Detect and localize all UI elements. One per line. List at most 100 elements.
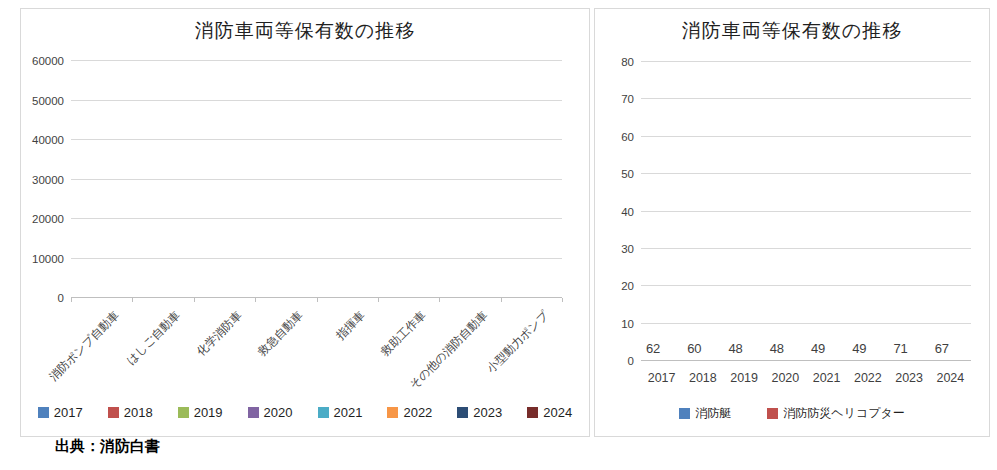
legend-item-2018: 2018 [108,405,153,420]
y-axis-label: 40000 [32,134,64,146]
legend-swatch [679,408,690,419]
legend-label: 2017 [54,405,83,420]
x-axis-label: 消防ポンプ自動車 [46,308,122,384]
value-label: 71 [893,341,907,356]
x-axis-label: 小型動力ポンプ [484,308,552,376]
y-axis-label: 0 [628,355,634,367]
source-note: 出典：消防白書 [55,437,160,456]
legend-item-消防防災ヘリコプター: 消防防災ヘリコプター [767,405,904,422]
legend-label: 2023 [473,405,502,420]
x-axis-label: 2017 [641,371,682,385]
legend-swatch [387,407,398,418]
x-axis-line [641,360,971,361]
boats-helicopters-bar-chart: 0102030405060708062201760201848201948202… [641,62,971,361]
y-axis-label: 40 [621,206,634,218]
y-axis-label: 50000 [32,95,64,107]
legend-item-2024: 2024 [527,405,572,420]
gridline [641,98,971,99]
x-axis-label: 2021 [806,371,847,385]
gridline [641,323,971,324]
legend-swatch [108,407,119,418]
x-axis-label: 2018 [682,371,723,385]
value-label: 67 [935,341,949,356]
x-axis-label: 救助工作車 [378,308,429,359]
x-axis-tick [439,298,440,302]
gridline [641,136,971,137]
gridline [641,173,971,174]
legend-item-消防艇: 消防艇 [679,405,731,422]
legend-swatch [248,407,259,418]
right-chart-panel: 消防車両等保有数の推移 0102030405060708062201760201… [594,8,990,437]
x-axis-label: 化学消防車 [194,308,245,359]
x-axis-label: 2019 [724,371,765,385]
y-axis-label: 60 [621,131,634,143]
y-axis-label: 0 [58,292,64,304]
legend-label: 2024 [543,405,572,420]
gridline [71,218,562,219]
legend-label: 消防防災ヘリコプター [783,405,904,422]
value-label: 62 [646,341,660,356]
legend-swatch [767,408,778,419]
legend-item-2023: 2023 [457,405,502,420]
x-axis-label: はしご自動車 [124,308,184,368]
right-chart-legend: 消防艇 消防防災ヘリコプター [595,405,989,422]
x-axis-label: 救急自動車 [255,308,306,359]
left-chart-legend: 2017 2018 2019 2020 2021 2022 2023 2024 [21,405,589,420]
legend-swatch [457,407,468,418]
gridline [71,258,562,259]
value-label: 48 [728,341,742,356]
x-axis-label: 2022 [847,371,888,385]
legend-item-2020: 2020 [248,405,293,420]
legend-item-2017: 2017 [38,405,83,420]
y-axis-label: 20000 [32,213,64,225]
fire-vehicles-grouped-bar-chart: 0100002000030000400005000060000消防ポンプ自動車は… [71,61,562,298]
legend-swatch [318,407,329,418]
legend-label: 2018 [124,405,153,420]
y-axis-label: 50 [621,168,634,180]
gridline [641,211,971,212]
value-label: 48 [770,341,784,356]
gridline [71,139,562,140]
gridline [641,285,971,286]
x-axis-label: 2020 [765,371,806,385]
gridline [641,61,971,62]
x-axis-tick [378,298,379,302]
y-axis-label: 60000 [32,55,64,67]
y-axis-label: 10 [621,318,634,330]
y-axis-label: 30 [621,243,634,255]
value-label: 49 [811,341,825,356]
x-axis-tick [194,298,195,302]
x-axis-tick [317,298,318,302]
gridline [71,60,562,61]
legend-label: 2022 [403,405,432,420]
x-axis-tick [255,298,256,302]
legend-swatch [178,407,189,418]
x-axis-label: 指揮車 [333,308,368,343]
right-chart-title: 消防車両等保有数の推移 [595,18,989,44]
y-axis-label: 80 [621,56,634,68]
legend-item-2019: 2019 [178,405,223,420]
x-axis-label: 2024 [930,371,971,385]
legend-item-2021: 2021 [318,405,363,420]
y-axis-label: 10000 [32,253,64,265]
legend-label: 消防艇 [695,405,731,422]
x-axis-label: 2023 [889,371,930,385]
y-axis-label: 70 [621,93,634,105]
gridline [641,248,971,249]
left-chart-title: 消防車両等保有数の推移 [21,18,589,44]
legend-swatch [38,407,49,418]
legend-item-2022: 2022 [387,405,432,420]
value-label: 60 [687,341,701,356]
gridline [71,100,562,101]
x-axis-tick [562,298,563,302]
y-axis-label: 20 [621,280,634,292]
legend-swatch [527,407,538,418]
left-chart-panel: 消防車両等保有数の推移 0100002000030000400005000060… [20,8,590,437]
legend-label: 2020 [264,405,293,420]
x-axis-tick [71,298,72,302]
legend-label: 2019 [194,405,223,420]
x-axis-tick [501,298,502,302]
x-axis-tick [132,298,133,302]
value-label: 49 [852,341,866,356]
legend-label: 2021 [334,405,363,420]
